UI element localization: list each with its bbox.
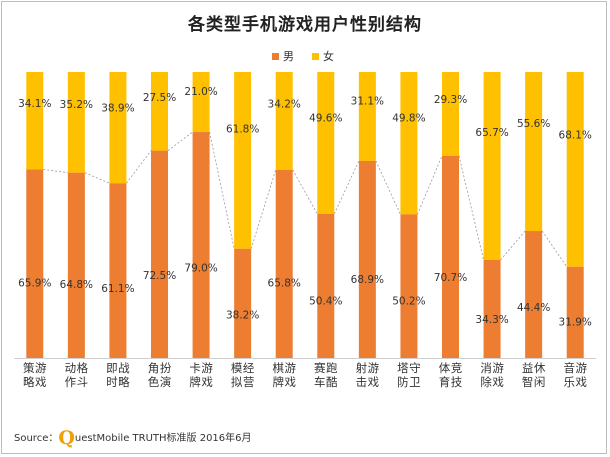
data-label-male: 31.9% xyxy=(559,317,592,329)
category-label: 动作格斗 xyxy=(65,361,89,389)
bar-male xyxy=(525,231,543,358)
data-label-male: 65.8% xyxy=(268,278,301,290)
category-label: 角色扮演 xyxy=(148,361,172,389)
data-label-male: 34.3% xyxy=(475,314,508,326)
data-label-female: 29.3% xyxy=(434,94,467,106)
series-line xyxy=(209,131,235,249)
category-label: 塔防守卫 xyxy=(397,361,421,389)
data-label-male: 65.9% xyxy=(18,278,51,290)
series-line xyxy=(84,172,110,184)
bar-male xyxy=(67,172,85,358)
data-label-male: 68.9% xyxy=(351,274,384,286)
series-line xyxy=(43,169,68,174)
bar-male xyxy=(358,160,376,358)
data-label-female: 31.1% xyxy=(351,95,384,107)
bar-female xyxy=(109,72,127,184)
bar-female xyxy=(317,72,335,214)
category-label: 棋牌游戏 xyxy=(272,361,296,389)
bar-male xyxy=(442,155,459,358)
data-label-female: 65.7% xyxy=(475,127,508,139)
data-label-female: 34.1% xyxy=(18,98,51,110)
data-label-male: 44.4% xyxy=(517,302,550,314)
legend-swatch-female xyxy=(312,53,319,60)
bar-male xyxy=(151,150,168,358)
data-label-female: 21.0% xyxy=(184,86,217,98)
category-label: 体育竞技 xyxy=(439,361,463,389)
chart-title: 各类型手机游戏用户性别结构 xyxy=(188,15,422,35)
bar-female xyxy=(151,72,168,151)
data-label-female: 49.6% xyxy=(309,112,342,124)
category-label: 益智休闲 xyxy=(522,361,546,389)
bar-female xyxy=(358,72,376,161)
bar-female xyxy=(442,72,459,156)
data-label-female: 61.8% xyxy=(226,124,259,136)
bar-female xyxy=(26,72,44,170)
bar-female xyxy=(275,72,293,170)
category-label: 消除游戏 xyxy=(480,361,504,389)
bar-male xyxy=(192,132,210,358)
category-label: 射击游戏 xyxy=(356,361,380,389)
bar-female xyxy=(566,72,584,267)
legend-label-male: 男 xyxy=(283,50,294,63)
category-label: 音乐游戏 xyxy=(563,361,587,389)
bar-male xyxy=(400,214,418,358)
data-label-male: 70.7% xyxy=(434,272,467,284)
category-label: 策略游戏 xyxy=(23,361,47,389)
data-label-male: 79.0% xyxy=(184,263,217,275)
data-label-female: 35.2% xyxy=(60,99,93,111)
data-label-female: 68.1% xyxy=(559,129,592,141)
data-label-female: 34.2% xyxy=(268,98,301,110)
bar-female xyxy=(525,72,543,232)
category-label: 模拟经营 xyxy=(231,361,255,389)
legend-swatch-male xyxy=(272,53,279,60)
data-label-male: 61.1% xyxy=(101,283,134,295)
source-note: Source：QuestMobile TRUTH标准版 2016年6月 xyxy=(14,427,252,449)
bar-male xyxy=(26,169,44,358)
data-label-male: 38.2% xyxy=(226,309,259,321)
bar-male xyxy=(317,213,335,358)
bar-female xyxy=(234,72,252,249)
bar-male xyxy=(109,183,127,358)
data-label-male: 72.5% xyxy=(143,270,176,282)
category-label: 赛车跑酷 xyxy=(314,361,338,389)
source-label: Source： xyxy=(14,433,59,444)
series-line xyxy=(500,230,526,261)
series-line xyxy=(126,150,152,184)
category-label: 卡牌游戏 xyxy=(189,361,213,389)
data-label-male: 64.8% xyxy=(60,279,93,291)
series-line xyxy=(417,155,443,215)
bar-male xyxy=(566,266,584,358)
bar-male xyxy=(234,248,252,358)
series-line xyxy=(375,160,401,215)
data-label-male: 50.4% xyxy=(309,295,342,307)
chart-legend: 男 女 xyxy=(0,49,610,65)
category-label: 即时战略 xyxy=(106,361,130,389)
bar-male xyxy=(483,259,501,358)
series-line xyxy=(541,230,568,267)
data-label-male: 50.2% xyxy=(392,296,425,308)
legend-label-female: 女 xyxy=(323,50,334,63)
bar-male xyxy=(275,169,293,358)
questmobile-logo: Q xyxy=(58,427,75,449)
data-label-female: 38.9% xyxy=(101,103,134,115)
data-label-female: 27.5% xyxy=(143,92,176,104)
bar-female xyxy=(67,72,85,173)
bar-female xyxy=(483,72,501,260)
bar-female xyxy=(192,72,210,133)
data-label-female: 55.6% xyxy=(517,118,550,130)
source-text: uestMobile TRUTH标准版 2016年6月 xyxy=(74,433,252,444)
series-line xyxy=(458,155,484,260)
series-line xyxy=(167,131,193,151)
series-line xyxy=(292,169,318,215)
data-label-female: 49.8% xyxy=(392,113,425,125)
series-line xyxy=(333,160,360,215)
series-line xyxy=(250,169,277,249)
bar-female xyxy=(400,72,418,215)
